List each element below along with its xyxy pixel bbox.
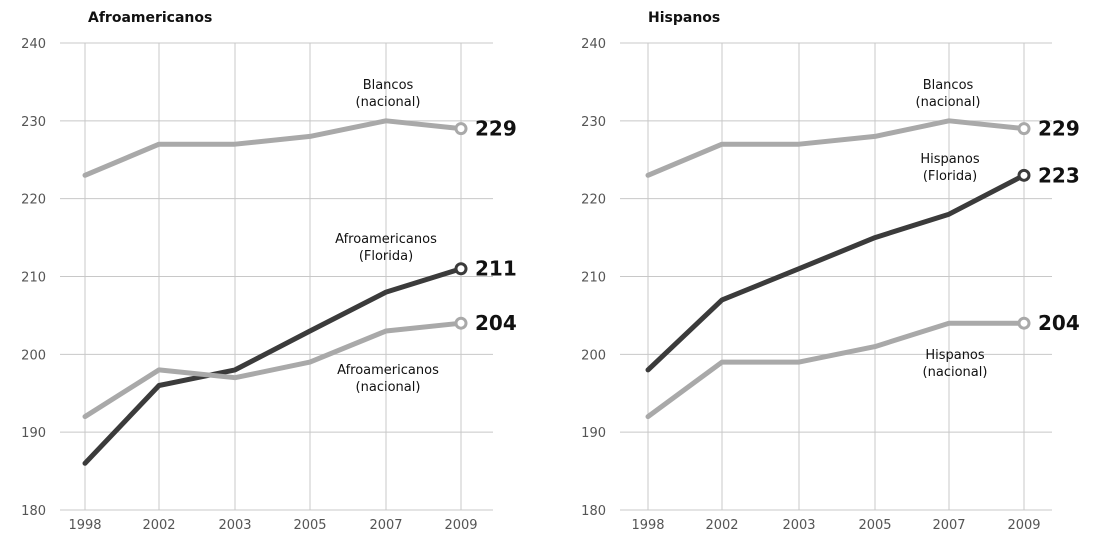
end-point-marker (454, 316, 468, 330)
y-tick-label: 220 (21, 193, 46, 208)
x-tick-label: 1998 (631, 518, 664, 533)
y-tick-label: 180 (581, 504, 606, 519)
y-tick-label: 200 (21, 348, 46, 363)
y-tick-label: 240 (21, 37, 46, 52)
y-tick-label: 210 (21, 271, 46, 286)
series-label: (Florida) (923, 169, 977, 184)
y-tick-label: 230 (581, 115, 606, 130)
y-tick-label: 180 (21, 504, 46, 519)
y-tick-label: 210 (581, 271, 606, 286)
series-line (82, 266, 464, 466)
series-label: Afroamericanos (335, 232, 437, 247)
series-label: (nacional) (356, 95, 421, 110)
end-value-label: 211 (475, 257, 517, 281)
panel-title: Hispanos (648, 10, 720, 26)
x-tick-label: 2002 (705, 518, 738, 533)
series-label: Blancos (363, 78, 414, 93)
y-tick-label: 200 (581, 348, 606, 363)
x-tick-label: 2009 (1007, 518, 1040, 533)
end-value-label: 204 (475, 311, 517, 335)
y-tick-label: 240 (581, 37, 606, 52)
y-tick-label: 190 (581, 426, 606, 441)
y-tick-label: 190 (21, 426, 46, 441)
series-line (645, 320, 1027, 420)
series-label: (nacional) (356, 380, 421, 395)
series-line (645, 118, 1027, 178)
x-tick-label: 2002 (142, 518, 175, 533)
series-line (82, 320, 464, 420)
x-tick-label: 2003 (782, 518, 815, 533)
end-point-marker (1017, 168, 1031, 182)
end-value-label: 229 (1038, 117, 1080, 141)
end-point-marker (454, 122, 468, 136)
series-line (82, 118, 464, 178)
series-line (645, 172, 1027, 373)
y-tick-label: 220 (581, 193, 606, 208)
end-value-label: 223 (1038, 163, 1080, 187)
x-tick-label: 2007 (369, 518, 402, 533)
y-tick-label: 230 (21, 115, 46, 130)
x-tick-label: 2003 (218, 518, 251, 533)
x-tick-label: 2005 (858, 518, 891, 533)
series-label: Hispanos (920, 152, 980, 167)
series-label: Hispanos (925, 348, 985, 363)
x-tick-label: 1998 (68, 518, 101, 533)
end-value-label: 229 (475, 117, 517, 141)
end-point-marker (1017, 316, 1031, 330)
end-point-marker (454, 262, 468, 276)
series-label: (nacional) (923, 365, 988, 380)
end-point-marker (1017, 122, 1031, 136)
series-label: Afroamericanos (337, 363, 439, 378)
end-value-label: 204 (1038, 311, 1080, 335)
x-tick-label: 2007 (932, 518, 965, 533)
panel-title: Afroamericanos (88, 10, 212, 26)
x-tick-label: 2005 (293, 518, 326, 533)
x-tick-label: 2009 (444, 518, 477, 533)
series-label: (Florida) (359, 249, 413, 264)
series-label: (nacional) (916, 95, 981, 110)
series-label: Blancos (923, 78, 974, 93)
